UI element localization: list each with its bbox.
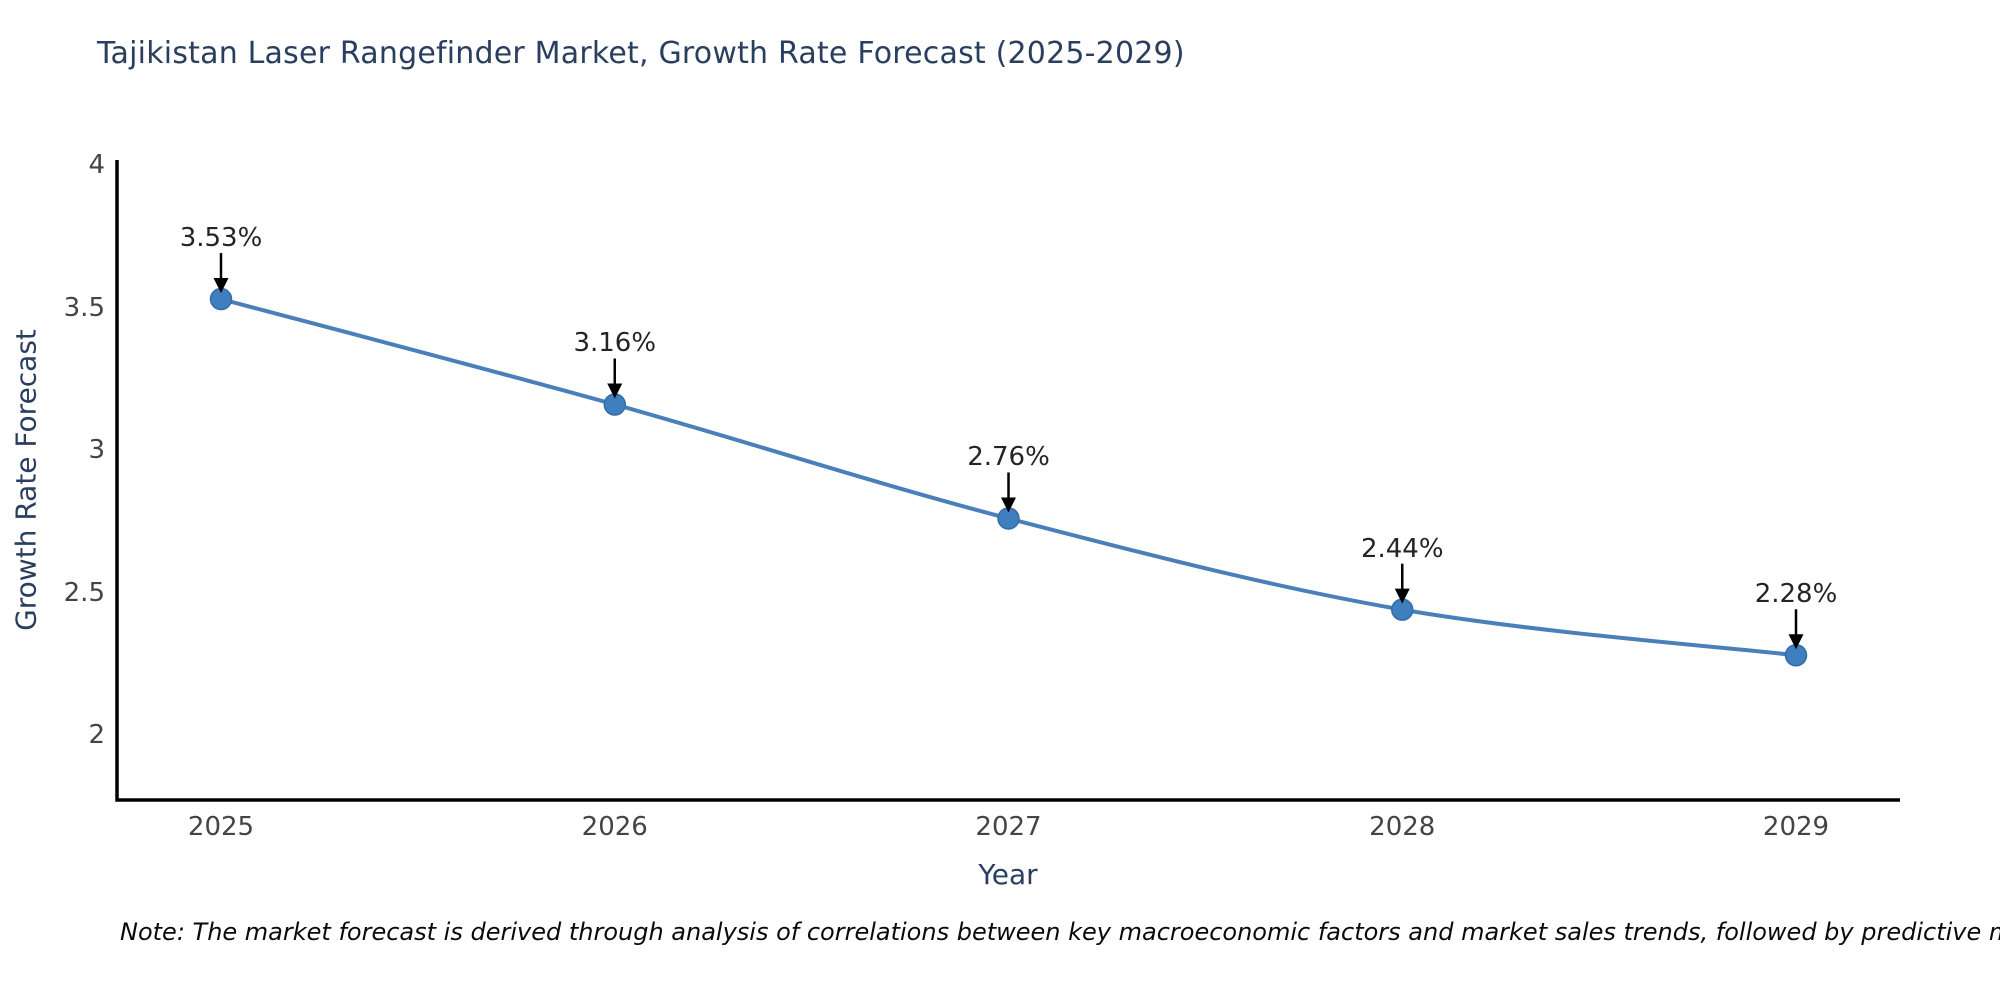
annotation-arrow-head [607, 383, 623, 399]
annotation-arrow-head [1394, 588, 1410, 604]
annotation-arrow-head [213, 278, 229, 294]
chart-title: Tajikistan Laser Rangefinder Market, Gro… [97, 36, 1185, 71]
chart-note: Note: The market forecast is derived thr… [120, 918, 2000, 946]
x-axis-title: Year [978, 858, 1038, 891]
axes-lines [115, 160, 1900, 802]
annotation-arrow-head [1001, 497, 1016, 513]
annotation-arrow-head [1788, 634, 1804, 650]
y-axis-title: Growth Rate Forecast [9, 329, 43, 631]
